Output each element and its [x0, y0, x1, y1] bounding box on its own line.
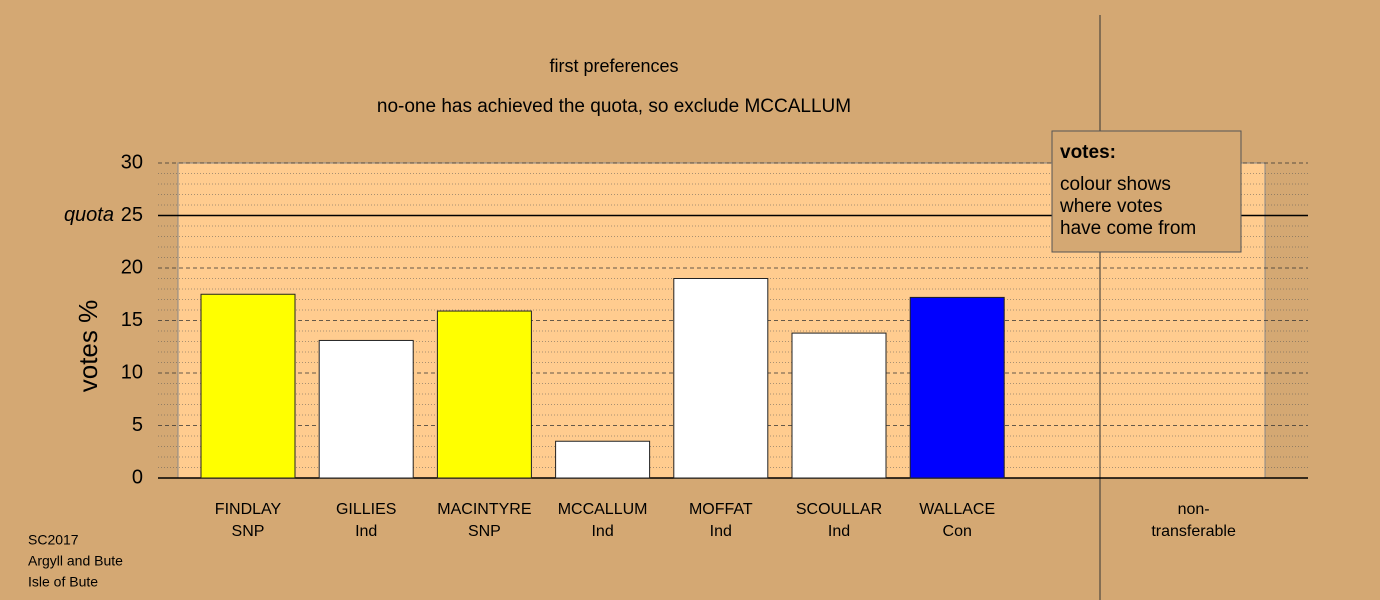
bar — [318, 339, 414, 479]
y-tick-label: 25 — [121, 204, 143, 226]
y-axis-label: votes % — [73, 300, 103, 393]
x-tick-sublabel: Ind — [355, 523, 377, 540]
x-tick-label: SCOULLAR — [796, 501, 882, 518]
x-tick-label: GILLIES — [336, 501, 396, 518]
x-tick-label: non- — [1178, 501, 1210, 518]
x-tick-sublabel: Con — [943, 523, 972, 540]
x-tick-label: MACINTYRE — [437, 501, 531, 518]
bar — [791, 332, 887, 479]
x-tick-label: MCCALLUM — [558, 501, 648, 518]
legend-title: votes: — [1060, 142, 1116, 163]
footer-line: Argyll and Bute — [28, 553, 123, 569]
x-tick-label: MOFFAT — [689, 501, 753, 518]
x-tick-label: FINDLAY — [215, 501, 282, 518]
bar — [555, 440, 651, 479]
x-tick-sublabel: Ind — [591, 523, 613, 540]
legend-text: colour shows — [1060, 174, 1171, 195]
y-tick-label: 15 — [121, 309, 143, 331]
x-tick-sublabel: Ind — [828, 523, 850, 540]
x-tick-sublabel: transferable — [1151, 523, 1236, 540]
chart-title: first preferences — [549, 56, 678, 76]
footer-line: Isle of Bute — [28, 574, 98, 590]
legend-text: have come from — [1060, 218, 1196, 239]
x-tick-sublabel: Ind — [710, 523, 732, 540]
chart-subtitle: no-one has achieved the quota, so exclud… — [377, 96, 851, 117]
legend-box — [1051, 130, 1242, 253]
bar — [909, 296, 1005, 479]
legend-text: where votes — [1059, 196, 1162, 217]
x-tick-sublabel: SNP — [468, 523, 501, 540]
bar — [200, 293, 296, 479]
y-tick-label: 20 — [121, 256, 143, 278]
y-tick-label: 5 — [132, 414, 143, 436]
y-tick-label: 0 — [132, 466, 143, 488]
y-tick-label: 10 — [121, 361, 143, 383]
bar — [673, 278, 769, 479]
bar — [436, 310, 532, 479]
x-tick-label: WALLACE — [919, 501, 995, 518]
x-tick-sublabel: SNP — [232, 523, 265, 540]
y-tick-label: 30 — [121, 151, 143, 173]
footer-line: SC2017 — [28, 532, 79, 548]
quota-label: quota — [64, 204, 114, 226]
